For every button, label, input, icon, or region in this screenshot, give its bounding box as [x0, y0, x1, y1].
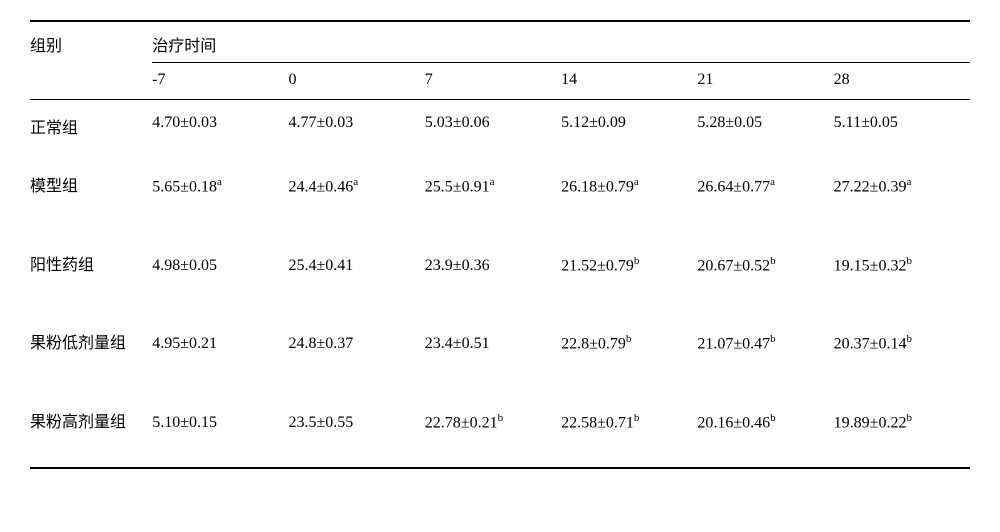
row-label: 果粉低剂量组 — [30, 309, 152, 388]
data-cell: 23.5±0.55 — [288, 388, 424, 468]
data-cell: 21.52±0.79b — [561, 231, 697, 310]
data-table: 组别 治疗时间 -7 0 7 14 21 28 正常组4.70±0.034.77… — [30, 20, 970, 469]
data-cell: 20.67±0.52b — [697, 231, 833, 310]
superscript-annotation: a — [770, 176, 775, 188]
data-cell: 21.07±0.47b — [697, 309, 833, 388]
data-cell: 24.8±0.37 — [288, 309, 424, 388]
time-point: 0 — [288, 63, 424, 100]
superscript-annotation: a — [634, 176, 639, 188]
table-row: 果粉高剂量组5.10±0.1523.5±0.5522.78±0.21b22.58… — [30, 388, 970, 468]
data-cell: 20.37±0.14b — [834, 309, 970, 388]
data-cell: 24.4±0.46a — [288, 152, 424, 231]
data-cell: 5.12±0.09 — [561, 100, 697, 153]
time-point: 21 — [697, 63, 833, 100]
superscript-annotation: b — [498, 412, 504, 424]
row-label: 阳性药组 — [30, 231, 152, 310]
data-cell: 5.28±0.05 — [697, 100, 833, 153]
table-row: 正常组4.70±0.034.77±0.035.03±0.065.12±0.095… — [30, 100, 970, 153]
time-point: 7 — [425, 63, 561, 100]
superscript-annotation: b — [626, 333, 632, 345]
time-header: 治疗时间 — [152, 21, 970, 63]
data-cell: 23.4±0.51 — [425, 309, 561, 388]
data-cell: 26.18±0.79a — [561, 152, 697, 231]
table-row: 模型组5.65±0.18a24.4±0.46a25.5±0.91a26.18±0… — [30, 152, 970, 231]
time-point: 28 — [834, 63, 970, 100]
row-label: 正常组 — [30, 100, 152, 153]
data-cell: 19.89±0.22b — [834, 388, 970, 468]
data-cell: 26.64±0.77a — [697, 152, 833, 231]
table-body: 正常组4.70±0.034.77±0.035.03±0.065.12±0.095… — [30, 100, 970, 468]
data-cell: 23.9±0.36 — [425, 231, 561, 310]
table-row: 阳性药组4.98±0.0525.4±0.4123.9±0.3621.52±0.7… — [30, 231, 970, 310]
superscript-annotation: b — [634, 255, 640, 267]
data-cell: 4.98±0.05 — [152, 231, 288, 310]
data-cell: 20.16±0.46b — [697, 388, 833, 468]
time-point: -7 — [152, 63, 288, 100]
table-row: 果粉低剂量组4.95±0.2124.8±0.3723.4±0.5122.8±0.… — [30, 309, 970, 388]
data-cell: 4.77±0.03 — [288, 100, 424, 153]
row-label: 模型组 — [30, 152, 152, 231]
data-cell: 22.78±0.21b — [425, 388, 561, 468]
data-cell: 25.5±0.91a — [425, 152, 561, 231]
time-points-row: -7 0 7 14 21 28 — [30, 63, 970, 100]
group-header: 组别 — [30, 21, 152, 100]
superscript-annotation: a — [217, 176, 222, 188]
superscript-annotation: a — [353, 176, 358, 188]
data-cell: 5.65±0.18a — [152, 152, 288, 231]
superscript-annotation: b — [906, 255, 912, 267]
superscript-annotation: b — [906, 333, 912, 345]
superscript-annotation: b — [770, 255, 776, 267]
data-cell: 4.70±0.03 — [152, 100, 288, 153]
data-cell: 5.03±0.06 — [425, 100, 561, 153]
data-cell: 22.58±0.71b — [561, 388, 697, 468]
data-cell: 4.95±0.21 — [152, 309, 288, 388]
superscript-annotation: b — [770, 333, 776, 345]
data-cell: 19.15±0.32b — [834, 231, 970, 310]
time-point: 14 — [561, 63, 697, 100]
row-label: 果粉高剂量组 — [30, 388, 152, 468]
superscript-annotation: b — [770, 412, 776, 424]
data-cell: 25.4±0.41 — [288, 231, 424, 310]
data-cell: 27.22±0.39a — [834, 152, 970, 231]
data-cell: 5.11±0.05 — [834, 100, 970, 153]
superscript-annotation: a — [906, 176, 911, 188]
superscript-annotation: b — [906, 412, 912, 424]
data-cell: 5.10±0.15 — [152, 388, 288, 468]
superscript-annotation: b — [634, 412, 640, 424]
data-cell: 22.8±0.79b — [561, 309, 697, 388]
superscript-annotation: a — [490, 176, 495, 188]
